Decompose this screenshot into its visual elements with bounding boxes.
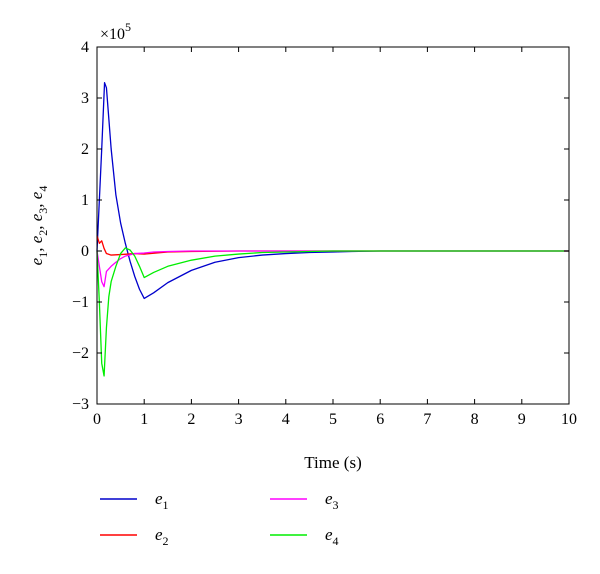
y-axis-label-subscript: 4 (36, 186, 50, 192)
y-axis-label-subscript: 2 (36, 230, 50, 236)
y-axis-label: e1, e2, e3, e4 (27, 186, 50, 266)
y-axis-label-subscript: 1 (36, 252, 50, 258)
y-axis-label-subscript: 3 (36, 208, 50, 214)
y-tick-label: 2 (81, 141, 89, 158)
legend-item-e4: e4 (270, 525, 339, 548)
y-tick-label: 0 (81, 243, 89, 260)
x-tick-label: 4 (282, 411, 290, 428)
plot-frame (96, 46, 570, 405)
x-tick-label: 3 (235, 411, 243, 428)
x-tick-label: 7 (423, 411, 431, 428)
legend-label-subscript: 4 (333, 534, 339, 548)
x-tick-label: 2 (187, 411, 195, 428)
series-line-e3 (96, 250, 569, 288)
x-axis-label: Time (s) (304, 453, 361, 472)
legend-item-e2: e2 (100, 525, 169, 548)
y-tick-label: −3 (72, 396, 89, 413)
legend-label: e2 (155, 525, 169, 548)
legend-label: e3 (325, 489, 339, 512)
y-tick-label: −2 (72, 345, 89, 362)
x-tick-label: 10 (561, 411, 577, 428)
y-axis-label-text: , e (27, 213, 46, 230)
y-exponent-label: ×105 (100, 20, 131, 43)
series-line-e4 (96, 247, 569, 377)
x-tick-label: 0 (93, 411, 101, 428)
y-exponent-base: ×10 (100, 26, 125, 43)
y-axis-label-text: e (27, 257, 46, 265)
legend-label-subscript: 1 (163, 498, 169, 512)
legend-label-main: e (155, 489, 163, 508)
y-tick-label: 3 (81, 90, 89, 107)
y-tick-label: 1 (81, 192, 89, 209)
x-tick-label: 9 (518, 411, 526, 428)
y-tick-label: −1 (72, 294, 89, 311)
legend-item-e1: e1 (100, 489, 169, 512)
legend-label: e1 (155, 489, 169, 512)
x-tick-label: 8 (471, 411, 479, 428)
y-axis-label-text: , e (27, 235, 46, 252)
legend-label-main: e (325, 489, 333, 508)
y-axis-label-text: , e (27, 191, 46, 208)
legend-label-main: e (155, 525, 163, 544)
y-exponent-power: 5 (125, 20, 131, 34)
x-tick-label: 5 (329, 411, 337, 428)
y-tick-label: 4 (81, 39, 89, 56)
legend-label-subscript: 2 (163, 534, 169, 548)
x-tick-label: 1 (140, 411, 148, 428)
legend-label-main: e (325, 525, 333, 544)
legend-label-subscript: 3 (333, 498, 339, 512)
legend-label: e4 (325, 525, 339, 548)
x-tick-label: 6 (376, 411, 384, 428)
legend-item-e3: e3 (270, 489, 339, 512)
